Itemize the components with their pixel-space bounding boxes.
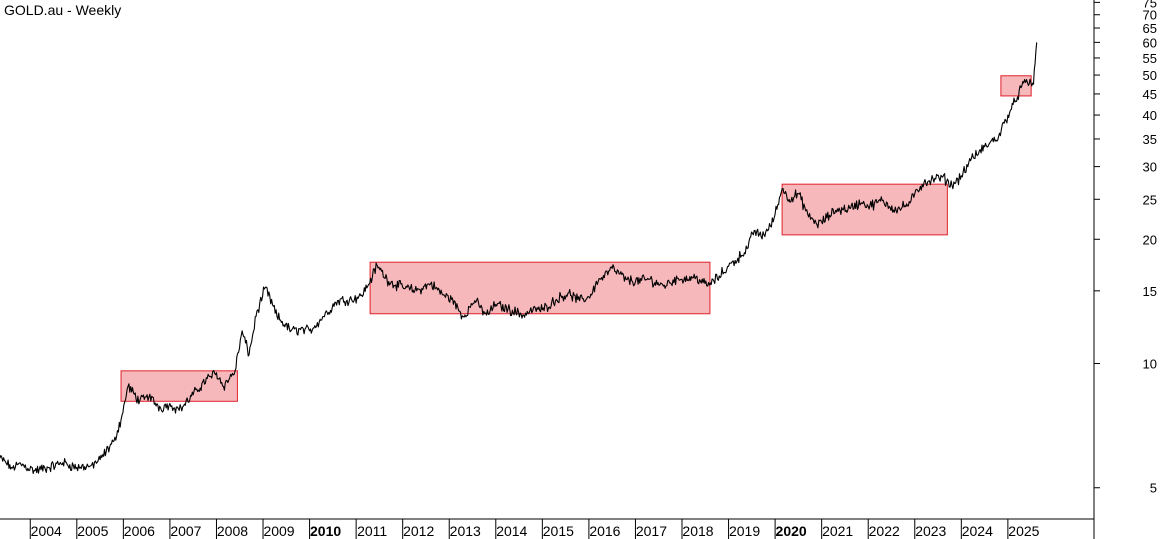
x-tick-label-2008: 2008	[217, 523, 248, 539]
price-series	[0, 42, 1038, 475]
highlight-box-3	[781, 183, 948, 236]
x-tick-label-2024: 2024	[962, 523, 993, 539]
highlight-box-2	[369, 261, 711, 315]
y-tick-label-75: 75	[1143, 0, 1157, 10]
x-axis-ticks: 2004 2005 2006 2007 2008 2009 2010 2011 2012 2013…	[29, 519, 1040, 539]
y-tick-label-10: 10	[1143, 357, 1157, 372]
highlight-box-1	[120, 370, 238, 402]
x-tick-label-2021: 2021	[822, 523, 853, 539]
highlight-box-4	[1000, 75, 1032, 97]
x-tick-label-2015: 2015	[543, 523, 574, 539]
y-tick-label-5: 5	[1150, 481, 1157, 496]
x-tick-label-2014: 2014	[496, 523, 527, 539]
y-tick-label-35: 35	[1143, 132, 1157, 147]
y-tick-label-45: 45	[1143, 87, 1157, 102]
y-tick-label-25: 25	[1143, 192, 1157, 207]
x-tick-label-2022: 2022	[869, 523, 900, 539]
x-tick-label-2025: 2025	[1008, 523, 1039, 539]
y-tick-label-70: 70	[1143, 8, 1157, 23]
x-tick-label-2004: 2004	[31, 523, 62, 539]
x-tick-label-2011: 2011	[357, 523, 387, 539]
x-tick-label-2012: 2012	[403, 523, 434, 539]
x-tick-label-2019: 2019	[729, 523, 760, 539]
y-tick-label-55: 55	[1143, 51, 1157, 66]
y-tick-label-60: 60	[1143, 35, 1157, 50]
x-tick-label-2005: 2005	[77, 523, 108, 539]
y-tick-label-15: 15	[1143, 284, 1157, 299]
x-tick-label-2023: 2023	[915, 523, 946, 539]
x-tick-label-2020: 2020	[776, 523, 807, 539]
x-tick-label-2009: 2009	[263, 523, 294, 539]
x-tick-label-2007: 2007	[170, 523, 201, 539]
x-tick-label-2010: 2010	[310, 523, 341, 539]
series-line-1	[0, 42, 1038, 475]
x-tick-label-2006: 2006	[124, 523, 155, 539]
highlight-boxes	[120, 75, 1032, 402]
x-tick-label-2013: 2013	[450, 523, 481, 539]
y-tick-label-65: 65	[1143, 21, 1157, 36]
y-tick-label-20: 20	[1143, 232, 1157, 247]
x-tick-label-2016: 2016	[589, 523, 620, 539]
y-tick-label-30: 30	[1143, 160, 1157, 175]
y-tick-label-50: 50	[1143, 68, 1157, 83]
x-tick-label-2017: 2017	[636, 523, 667, 539]
y-tick-label-40: 40	[1143, 108, 1157, 123]
chart-title: GOLD.au - Weekly	[4, 2, 122, 18]
x-tick-label-2018: 2018	[682, 523, 713, 539]
